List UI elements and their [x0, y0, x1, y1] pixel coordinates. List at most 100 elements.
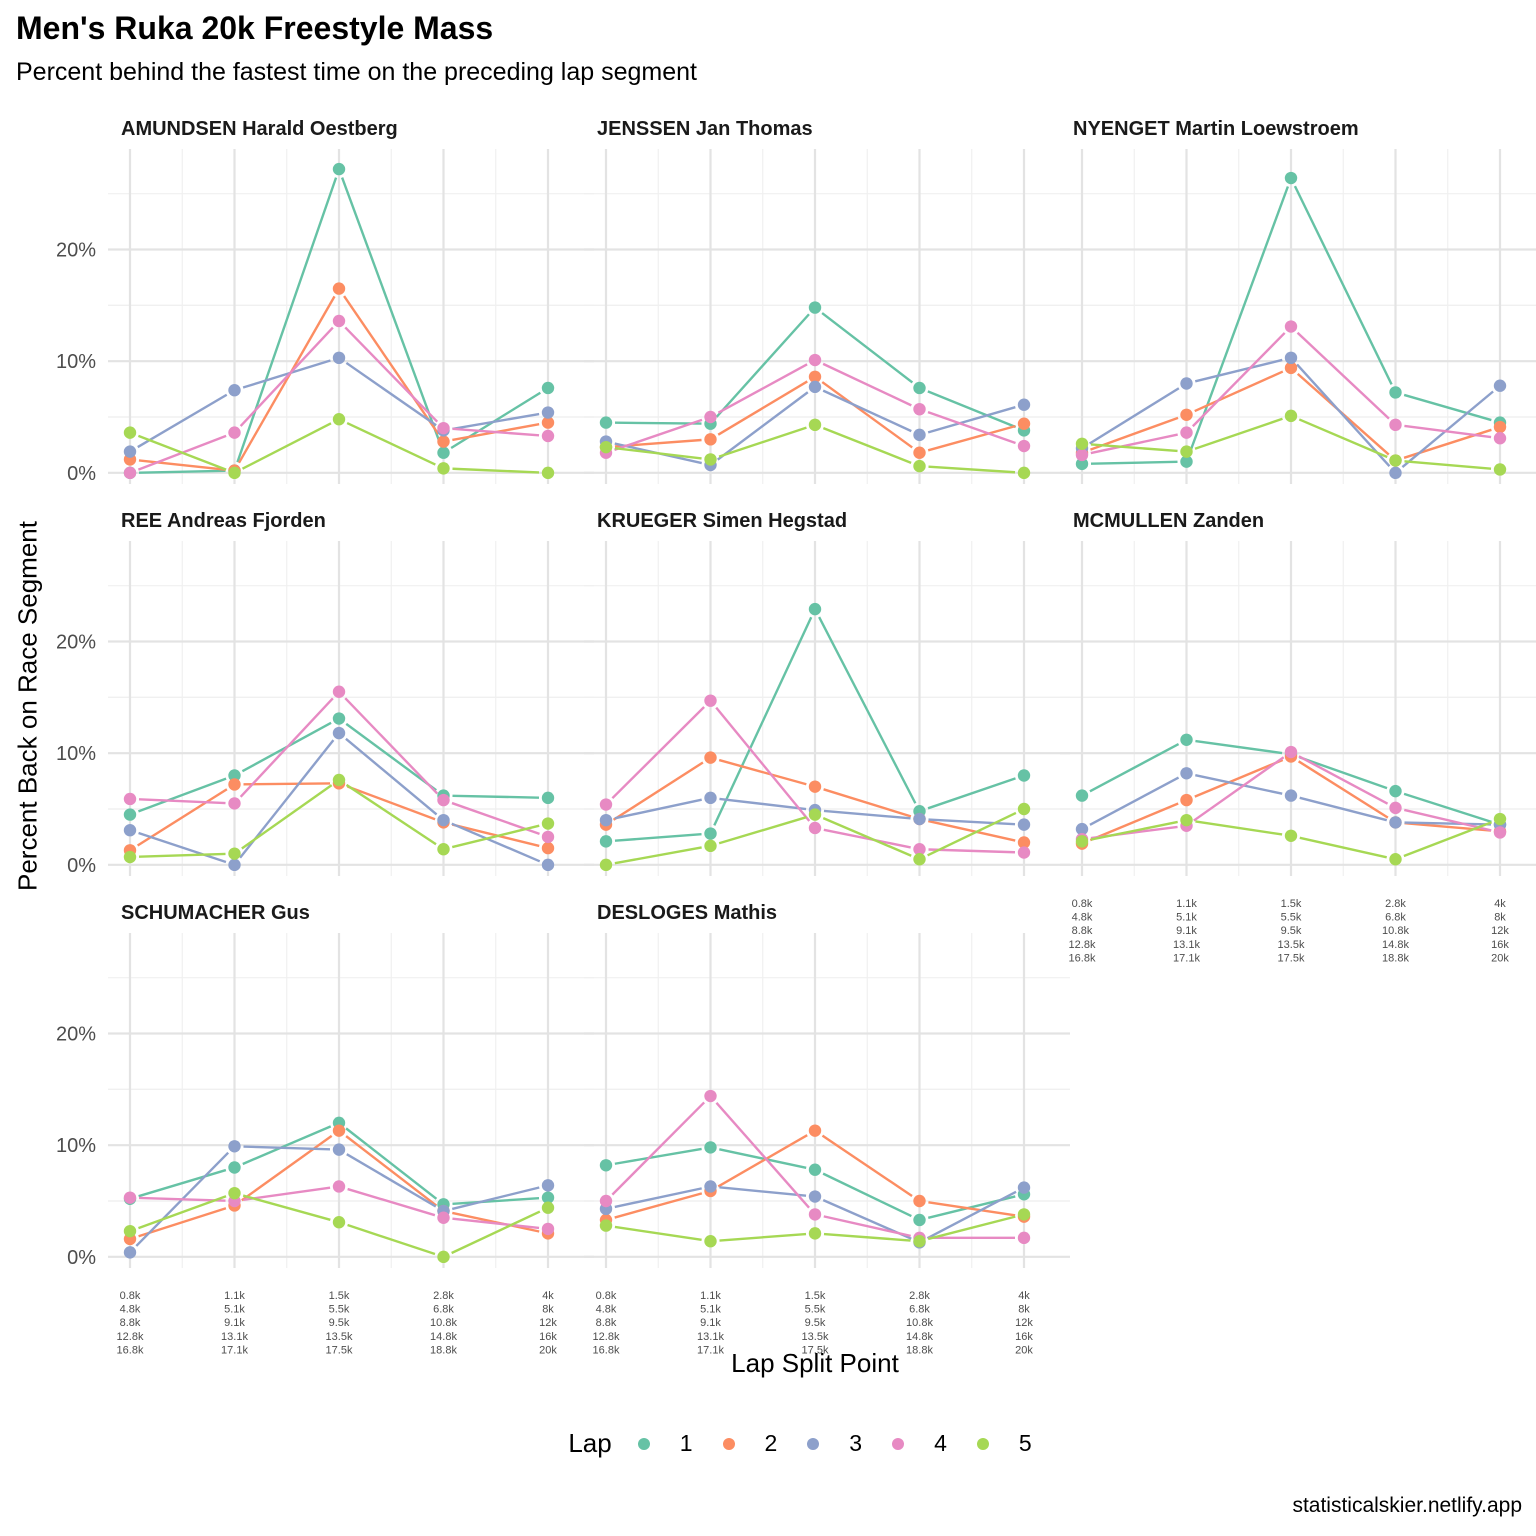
- series-line-lap-4: [823, 828, 911, 849]
- data-point-lap-3: [1017, 1181, 1031, 1194]
- series-line-lap-5: [347, 1223, 436, 1256]
- data-point-lap-5: [1180, 813, 1193, 827]
- series-line-lap-4: [1191, 332, 1286, 428]
- series-line-lap-4: [344, 326, 439, 423]
- series-line-lap-3: [1296, 363, 1391, 467]
- series-line-lap-4: [138, 1196, 226, 1202]
- series-line-lap-5: [822, 427, 912, 464]
- data-point-lap-1: [541, 791, 555, 805]
- y-tick-label: 10%: [56, 743, 96, 765]
- data-point-lap-1: [704, 1141, 717, 1154]
- series-line-lap-3: [1404, 821, 1492, 826]
- y-tick-label: 0%: [67, 463, 96, 485]
- series-line-lap-3: [242, 359, 331, 389]
- data-point-lap-4: [913, 843, 926, 856]
- series-line-lap-1: [614, 1147, 702, 1165]
- data-point-lap-1: [599, 1159, 613, 1172]
- data-point-lap-3: [704, 791, 717, 805]
- data-point-lap-1: [808, 1163, 822, 1176]
- facet-title: REE Andreas Fjorden: [121, 510, 326, 532]
- data-point-lap-4: [332, 314, 346, 328]
- series-line-lap-1: [1403, 393, 1492, 422]
- data-point-lap-1: [1075, 457, 1089, 471]
- data-point-lap-3: [332, 1143, 346, 1156]
- data-point-lap-5: [808, 1227, 822, 1240]
- y-tick-label: 20%: [56, 240, 96, 262]
- data-point-lap-3: [1017, 398, 1031, 411]
- legend-swatch: [892, 1437, 905, 1450]
- series-line-lap-5: [718, 816, 807, 845]
- data-point-lap-4: [1017, 439, 1031, 453]
- data-point-lap-1: [332, 712, 346, 725]
- data-point-lap-5: [1075, 437, 1089, 450]
- data-point-lap-5: [1017, 802, 1031, 816]
- data-point-lap-5: [599, 440, 613, 454]
- series-line-lap-5: [241, 784, 333, 850]
- x-tick-label: 4k 8k 12k 16k 20k: [1015, 1290, 1033, 1356]
- data-point-lap-3: [1284, 789, 1298, 802]
- legend-item-lap-4: 4: [892, 1430, 947, 1457]
- y-tick-label: 0%: [67, 855, 96, 877]
- x-tick-label: 2.8k 6.8k 10.8k 14.8k 18.8k: [906, 1290, 933, 1356]
- series-line-lap-3: [1089, 387, 1180, 445]
- data-point-lap-1: [228, 1161, 241, 1174]
- data-point-lap-4: [1075, 448, 1089, 462]
- data-point-lap-3: [541, 1179, 555, 1192]
- series-line-lap-1: [452, 1197, 540, 1205]
- data-point-lap-3: [913, 428, 926, 442]
- data-point-lap-4: [1017, 846, 1031, 859]
- series-line-lap-5: [138, 1195, 227, 1230]
- data-point-lap-2: [1017, 836, 1031, 849]
- series-line-lap-1: [340, 177, 442, 445]
- series-line-lap-5: [138, 852, 226, 858]
- series-line-lap-2: [612, 761, 704, 821]
- x-tick-label: 1.5k 5.5k 9.5k 13.5k 17.5k: [326, 1290, 353, 1356]
- data-point-lap-4: [1389, 418, 1402, 432]
- series-line-lap-1: [1195, 739, 1283, 755]
- series-line-lap-4: [1296, 331, 1390, 420]
- data-point-lap-2: [332, 1124, 346, 1137]
- data-point-lap-5: [1284, 829, 1298, 842]
- data-point-lap-3: [808, 380, 822, 394]
- data-point-lap-3: [599, 813, 613, 827]
- series-line-lap-3: [927, 406, 1016, 434]
- series-line-lap-5: [346, 421, 436, 466]
- series-line-lap-3: [1195, 773, 1283, 795]
- data-point-lap-1: [541, 381, 555, 395]
- data-point-lap-1: [913, 381, 926, 395]
- data-point-lap-3: [228, 1140, 241, 1153]
- series-line-lap-4: [928, 848, 1016, 854]
- series-line-lap-3: [926, 1190, 1017, 1240]
- series-line-lap-4: [717, 363, 808, 414]
- data-point-lap-1: [1017, 769, 1031, 782]
- data-point-lap-1: [332, 162, 346, 176]
- data-point-lap-4: [808, 1208, 822, 1221]
- series-line-lap-3: [823, 809, 911, 820]
- series-line-lap-5: [823, 1232, 911, 1242]
- series-line-lap-4: [611, 1101, 706, 1196]
- data-point-lap-4: [437, 793, 450, 807]
- data-point-lap-1: [808, 602, 822, 616]
- series-line-lap-4: [239, 326, 334, 427]
- facet-title: AMUNDSEN Harald Oestberg: [121, 118, 398, 140]
- series-line-lap-1: [1090, 460, 1178, 465]
- series-line-lap-1: [614, 833, 702, 842]
- data-point-lap-2: [808, 1124, 822, 1137]
- data-point-lap-5: [541, 466, 555, 480]
- series-line-lap-5: [451, 824, 540, 849]
- data-point-lap-3: [1180, 767, 1193, 780]
- series-line-lap-5: [822, 817, 912, 857]
- data-point-lap-3: [228, 858, 241, 872]
- x-tick-label: 1.1k 5.1k 9.1k 13.1k 17.1k: [1173, 898, 1200, 964]
- series-line-lap-4: [452, 427, 540, 437]
- data-point-lap-1: [1389, 784, 1402, 798]
- data-point-lap-4: [1284, 745, 1298, 759]
- series-line-lap-4: [243, 1186, 331, 1201]
- data-point-lap-5: [1389, 853, 1402, 866]
- data-point-lap-5: [704, 1235, 717, 1248]
- data-point-lap-1: [541, 1191, 555, 1204]
- series-line-lap-5: [1299, 836, 1387, 859]
- x-tick-label: 4k 8k 12k 16k 20k: [539, 1290, 557, 1356]
- series-line-lap-4: [344, 697, 439, 795]
- legend-item-lap-3: 3: [807, 1430, 862, 1457]
